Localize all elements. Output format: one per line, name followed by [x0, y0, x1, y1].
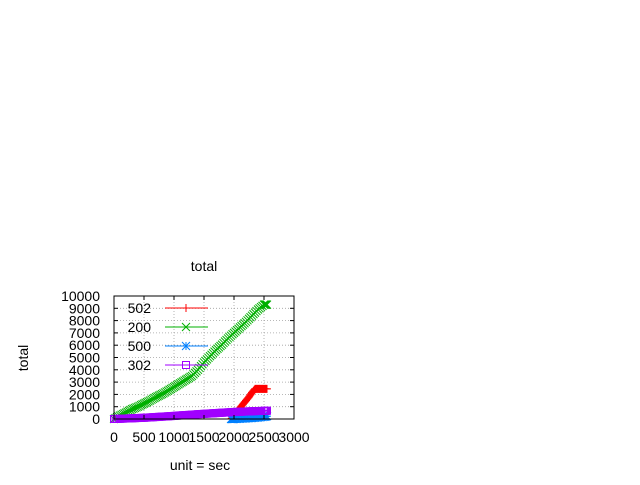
data-point-200: [262, 300, 272, 309]
data-point-200: [154, 391, 164, 400]
data-point-200: [261, 300, 270, 309]
x-tick-label: 3000: [278, 429, 309, 445]
data-point-200: [130, 403, 140, 413]
data-point-200: [139, 399, 149, 408]
y-tick-label: 4000: [69, 362, 100, 378]
x-tick-label: 0: [110, 429, 118, 445]
x-tick-label: 2500: [248, 429, 279, 445]
legend-label: 500: [128, 338, 152, 354]
legend-entry-500: 500: [128, 338, 208, 354]
data-point-200: [132, 402, 141, 412]
data-point-200: [153, 392, 162, 401]
data-point-200: [136, 400, 146, 410]
legend-swatch-marker: [182, 304, 190, 312]
legend-label: 502: [128, 300, 152, 316]
data-point-200: [142, 397, 152, 407]
y-tick-label: 8000: [69, 313, 100, 329]
data-point-200: [151, 392, 161, 402]
data-point-200: [135, 401, 144, 411]
y-tick-label: 5000: [69, 350, 100, 366]
data-point-200: [138, 400, 147, 409]
legend-entry-502: 502: [128, 300, 208, 316]
ticks: 0 500 100015002000250030000100020003000400…: [61, 288, 310, 445]
x-axis-title: unit = sec: [170, 457, 230, 473]
data-point-302: [263, 406, 271, 415]
legend-label: 302: [128, 357, 152, 373]
series-layer: [109, 300, 272, 424]
chart-title: total: [191, 258, 217, 274]
legend-entry-302: 302: [128, 357, 208, 373]
y-tick-label: 3000: [69, 374, 100, 390]
legend-swatch-marker: [181, 341, 191, 351]
data-point-502: [263, 384, 271, 393]
x-tick-label: 1000: [158, 429, 189, 445]
y-tick-label: 0: [92, 411, 100, 427]
y-axis-title: total: [15, 345, 31, 371]
x-tick-label: 1500: [188, 429, 219, 445]
y-tick-label: 7000: [69, 325, 100, 341]
y-tick-label: 6000: [69, 337, 100, 353]
data-point-200: [260, 300, 270, 309]
data-point-200: [259, 300, 269, 309]
legend: 502 200 500 302: [128, 300, 208, 373]
legend-label: 200: [128, 319, 152, 335]
data-point-200: [141, 398, 150, 408]
x-tick-label: 500: [132, 429, 156, 445]
legend-entry-200: 200: [128, 319, 208, 335]
y-tick-label: 10000: [61, 288, 100, 304]
legend-swatch-marker: [182, 361, 190, 369]
y-tick-label: 1000: [69, 399, 100, 415]
data-point-200: [129, 404, 138, 413]
data-point-200: [127, 404, 137, 414]
data-point-200: [261, 300, 271, 309]
legend-swatch-marker: [181, 322, 191, 332]
data-point-200: [133, 402, 143, 412]
y-tick-label: 2000: [69, 386, 100, 402]
y-tick-label: 9000: [69, 300, 100, 316]
x-tick-label: 2000: [218, 429, 249, 445]
data-point-200: [156, 390, 165, 400]
